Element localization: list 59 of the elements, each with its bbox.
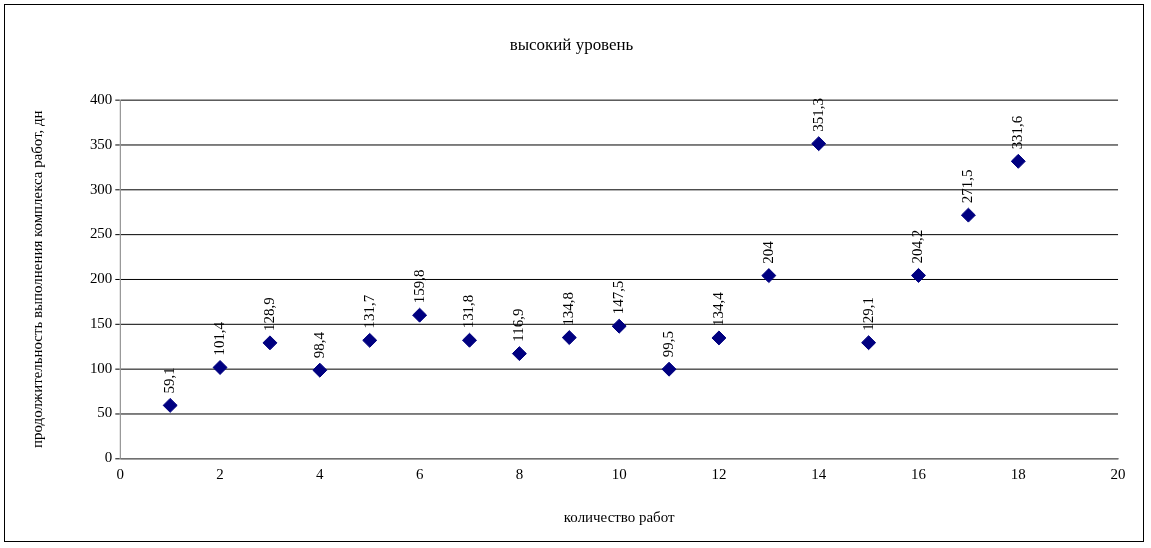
data-label: 116,9 xyxy=(510,308,527,342)
data-label: 134,4 xyxy=(709,291,726,326)
data-label: 131,7 xyxy=(360,294,377,329)
data-label: 101,4 xyxy=(210,321,228,356)
x-tick-label: 14 xyxy=(811,466,827,483)
x-tick-label: 0 xyxy=(116,466,125,483)
x-tick-label: 16 xyxy=(911,466,927,483)
data-label: 134,8 xyxy=(560,292,577,326)
y-tick-label: 50 xyxy=(97,404,113,421)
point xyxy=(861,335,877,351)
point xyxy=(312,362,328,378)
y-tick-label: 0 xyxy=(104,449,113,466)
chart-title: высокий уровень xyxy=(509,34,634,54)
point xyxy=(162,397,178,413)
data-label: 204,2 xyxy=(909,229,926,264)
point xyxy=(362,332,378,348)
y-axis-title: продолжительность выполнения комплекса работ, дн xyxy=(28,110,45,448)
data-label: 98,4 xyxy=(310,331,327,359)
point xyxy=(711,330,727,346)
point xyxy=(412,307,428,323)
data-label: 131,8 xyxy=(460,294,477,329)
data-label: 271,5 xyxy=(959,169,976,204)
x-tick-label: 4 xyxy=(316,466,325,483)
x-tick-label: 10 xyxy=(611,466,627,483)
point xyxy=(911,267,926,283)
point xyxy=(611,318,627,334)
point xyxy=(462,332,477,348)
y-tick-label: 200 xyxy=(89,270,113,287)
y-tick-label: 350 xyxy=(89,135,113,152)
data-label: 204 xyxy=(759,240,776,264)
data-label: 128,9 xyxy=(260,297,277,331)
point xyxy=(661,361,677,377)
data-label: 159,8 xyxy=(410,269,427,304)
data-label: 147,5 xyxy=(610,280,627,315)
x-tick-label: 18 xyxy=(1010,466,1026,483)
y-tick-label: 300 xyxy=(89,180,113,197)
y-tick-label: 250 xyxy=(89,225,113,242)
data-label: 129,1 xyxy=(859,297,876,331)
x-axis-title: количество работ xyxy=(563,509,675,526)
y-tick-label: 400 xyxy=(89,90,113,107)
point xyxy=(761,268,777,284)
data-label: 99,5 xyxy=(659,331,676,358)
x-tick-label: 6 xyxy=(415,466,424,483)
point xyxy=(960,207,976,223)
point xyxy=(561,330,577,346)
point xyxy=(262,335,278,351)
x-tick-label: 12 xyxy=(711,466,727,483)
data-label: 331,6 xyxy=(1009,115,1026,150)
point xyxy=(1010,153,1026,169)
x-tick-label: 20 xyxy=(1110,466,1126,483)
x-tick-label: 8 xyxy=(515,466,524,483)
point xyxy=(212,360,228,375)
data-label: 351,3 xyxy=(809,98,826,132)
point xyxy=(811,136,827,152)
point xyxy=(511,346,527,362)
x-tick-label: 2 xyxy=(216,466,224,483)
y-tick-label: 100 xyxy=(89,359,113,376)
data-label: 59,1 xyxy=(161,367,178,394)
y-tick-label: 150 xyxy=(89,314,113,331)
